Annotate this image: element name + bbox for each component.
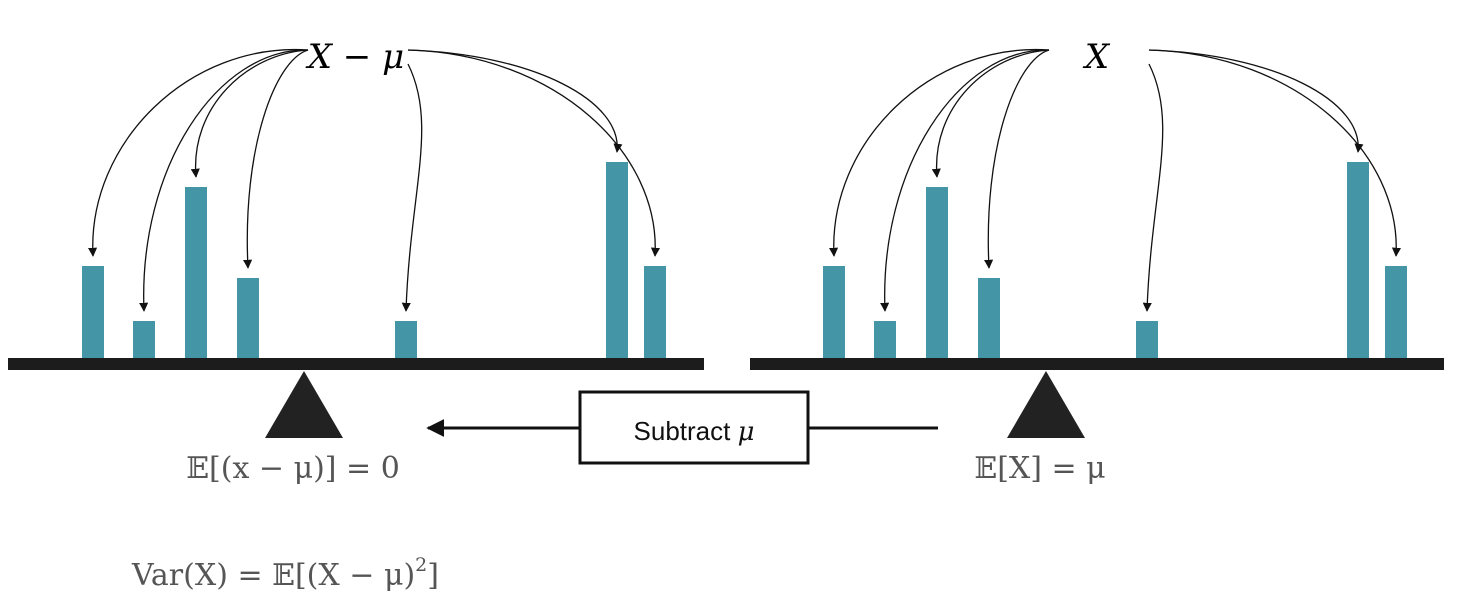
right-bar-7 [1385,266,1407,358]
variance-formula-lhs: Var(X) = 𝔼[(X − μ) [131,558,415,593]
right-arrow-6 [1148,49,1364,153]
right-arrow-4 [984,49,1050,269]
right-bar-2 [874,321,896,358]
right-panel: X 𝔼[X] = μ [750,37,1444,486]
left-bar-3 [185,187,207,358]
left-bar-2 [133,321,155,358]
left-arrow-3 [190,49,309,178]
right-arrow-5 [1142,63,1164,312]
left-arrow-2 [139,49,309,312]
right-bar-3 [926,187,948,358]
left-arrow-5 [401,63,423,312]
left-arrow-4 [243,49,309,269]
left-bars [82,162,666,358]
left-bar-1 [82,266,104,358]
left-pointer-arrows [88,48,661,312]
variance-formula-rhs: ] [427,558,439,593]
left-arrow-6 [407,49,623,153]
subtract-mu-symbol: μ [738,417,755,447]
subtract-mu-box [578,390,810,465]
subtract-mu-transform: Subtract μ [426,390,938,465]
right-pointer-arrows [829,48,1402,312]
left-expectation-formula: 𝔼[(x − μ)] = 0 [186,451,400,486]
right-fulcrum-triangle [1007,371,1085,438]
left-arrow-1 [88,48,309,257]
subtract-mu-text: Subtract [634,416,738,446]
left-bar-7 [644,266,666,358]
variance-formula: Var(X) = 𝔼[(X − μ)2] [131,554,439,593]
left-bar-6 [606,162,628,358]
right-bar-1 [823,266,845,358]
left-bar-5 [395,321,417,358]
left-panel: X − μ 𝔼[(x − μ)] = 0 [8,37,704,486]
variance-formula-exponent: 2 [415,554,427,576]
subtract-mu-label: Subtract μ [634,416,755,447]
right-arrow-7 [1148,49,1402,257]
right-expectation-formula: 𝔼[X] = μ [974,451,1105,486]
right-bar-5 [1136,321,1158,358]
right-bar-6 [1347,162,1369,358]
left-seesaw-beam [8,358,704,370]
left-bar-4 [237,278,259,358]
left-fulcrum-triangle [265,371,343,438]
left-top-label: X − μ [305,37,404,77]
right-arrow-3 [931,49,1050,178]
right-bar-4 [978,278,1000,358]
right-top-label: X [1082,37,1111,77]
left-arrow-7 [407,49,661,257]
right-arrow-1 [829,48,1050,257]
right-arrow-2 [880,49,1050,312]
right-seesaw-beam [750,358,1444,370]
right-bars [823,162,1407,358]
